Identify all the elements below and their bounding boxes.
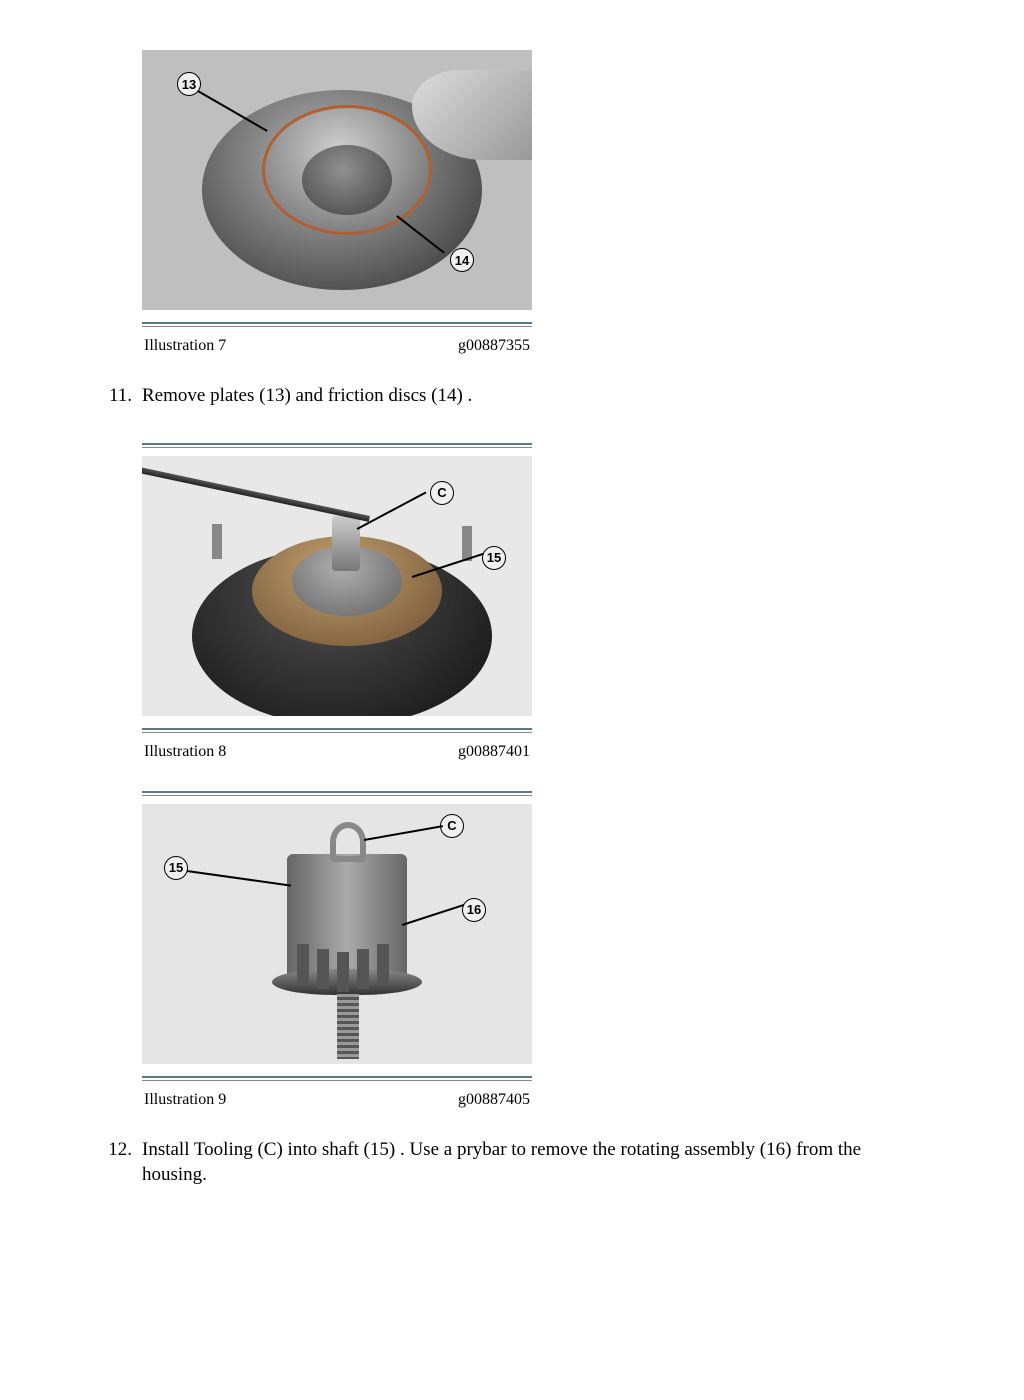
- illustration-image-7: 13 14: [142, 50, 532, 310]
- illustration-image-8: C 15: [142, 456, 532, 716]
- callout-15: 15: [164, 856, 188, 880]
- callout-label: 15: [487, 550, 501, 565]
- callout-15: 15: [482, 546, 506, 570]
- step-text: Remove plates (13) and friction discs (1…: [142, 383, 924, 409]
- callout-c: C: [440, 814, 464, 838]
- illustration-code: g00887401: [458, 743, 530, 761]
- step-text: Install Tooling (C) into shaft (15) . Us…: [142, 1137, 924, 1188]
- step-number: 11.: [100, 383, 142, 409]
- caption-divider: [142, 1076, 532, 1078]
- illustration-label: Illustration 9: [144, 1091, 226, 1109]
- callout-label: 15: [169, 860, 183, 875]
- callout-label: C: [447, 818, 456, 833]
- procedure-step: 12. Install Tooling (C) into shaft (15) …: [100, 1137, 924, 1188]
- callout-label: 16: [467, 902, 481, 917]
- callout-label: 13: [182, 77, 196, 92]
- figure-block: C 15 Illustration 8 g00887401: [142, 443, 532, 761]
- figure-block: 13 14 Illustration 7 g00887355: [142, 50, 532, 355]
- caption-divider: [142, 443, 532, 445]
- procedure-step: 11. Remove plates (13) and friction disc…: [100, 383, 924, 409]
- figure-caption: Illustration 8 g00887401: [142, 733, 532, 761]
- caption-divider: [142, 791, 532, 793]
- caption-divider: [142, 322, 532, 324]
- callout-c: C: [430, 481, 454, 505]
- illustration-code: g00887405: [458, 1091, 530, 1109]
- figure-caption: Illustration 7 g00887355: [142, 327, 532, 355]
- illustration-label: Illustration 8: [144, 743, 226, 761]
- illustration-code: g00887355: [458, 337, 530, 355]
- caption-divider: [142, 447, 532, 448]
- callout-13: 13: [177, 72, 201, 96]
- figure-block: C 15 16 Illustration 9 g00887405: [142, 791, 532, 1109]
- caption-divider: [142, 795, 532, 796]
- illustration-label: Illustration 7: [144, 337, 226, 355]
- caption-divider: [142, 728, 532, 730]
- callout-16: 16: [462, 898, 486, 922]
- figure-caption: Illustration 9 g00887405: [142, 1081, 532, 1109]
- illustration-image-9: C 15 16: [142, 804, 532, 1064]
- callout-label: C: [437, 485, 446, 500]
- step-number: 12.: [100, 1137, 142, 1188]
- callout-14: 14: [450, 248, 474, 272]
- callout-label: 14: [455, 253, 469, 268]
